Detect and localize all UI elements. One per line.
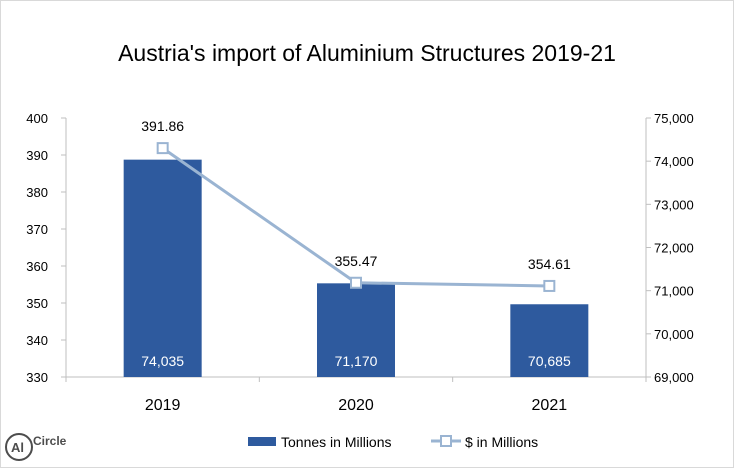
alcircle-logo: Al Circle: [5, 433, 67, 461]
y-right-tick-label: 73,000: [654, 197, 694, 212]
line-point-2020: [350, 276, 362, 289]
y-left-tick-label: 360: [26, 259, 48, 274]
y-left-tick-label: 400: [26, 111, 48, 126]
bar-2019: [123, 159, 202, 377]
legend-bar-swatch: [248, 437, 276, 446]
line-data-label: 391.86: [141, 118, 184, 134]
line-series: 391.86 355.47 354.61: [141, 118, 571, 292]
y-right-tick-label: 71,000: [654, 284, 694, 299]
legend-bar-label: Tonnes in Millions: [281, 434, 392, 450]
x-category-label: 2021: [532, 397, 568, 414]
axes: 330 340 350 360 370 380 390 400 69,000 70,000 71,0…: [26, 111, 693, 414]
y-left-tick-label: 390: [26, 148, 48, 163]
line-point-2021: [543, 279, 556, 292]
bar-2021: [510, 304, 589, 377]
bar-2020: [317, 283, 395, 377]
y-left-tick-label: 330: [26, 370, 48, 385]
y-right-tick-label: 74,000: [654, 154, 694, 169]
bar-data-label: 70,685: [528, 353, 571, 369]
logo-wordmark: Circle: [33, 434, 67, 448]
y-left-tick-label: 380: [26, 185, 48, 200]
y-left-tick-label: 340: [26, 333, 48, 348]
legend-line-label: $ in Millions: [465, 434, 538, 450]
legend-line-marker: [440, 435, 452, 447]
logo-mark: Al: [11, 440, 24, 455]
y-left-tick-label: 350: [26, 296, 48, 311]
y-left-tick-label: 370: [26, 222, 48, 237]
bar-data-label: 74,035: [141, 353, 184, 369]
x-category-label: 2019: [145, 397, 181, 414]
logo-ring: [5, 433, 33, 461]
line-data-label: 354.61: [528, 256, 571, 272]
y-right-tick-label: 69,000: [654, 370, 694, 385]
chart-title: Austria's import of Aluminium Structures…: [118, 40, 616, 66]
bar-data-label: 71,170: [335, 353, 378, 369]
bars: 74,035 71,170 70,685: [123, 159, 589, 377]
y-right-tick-label: 75,000: [654, 111, 694, 126]
x-category-label: 2020: [338, 397, 374, 414]
y-right-tick-label: 70,000: [654, 327, 694, 342]
line-data-label: 355.47: [335, 253, 378, 269]
line-point-2019: [156, 142, 169, 155]
legend: Tonnes in Millions $ in Millions: [248, 434, 538, 450]
y-right-tick-label: 72,000: [654, 241, 694, 256]
